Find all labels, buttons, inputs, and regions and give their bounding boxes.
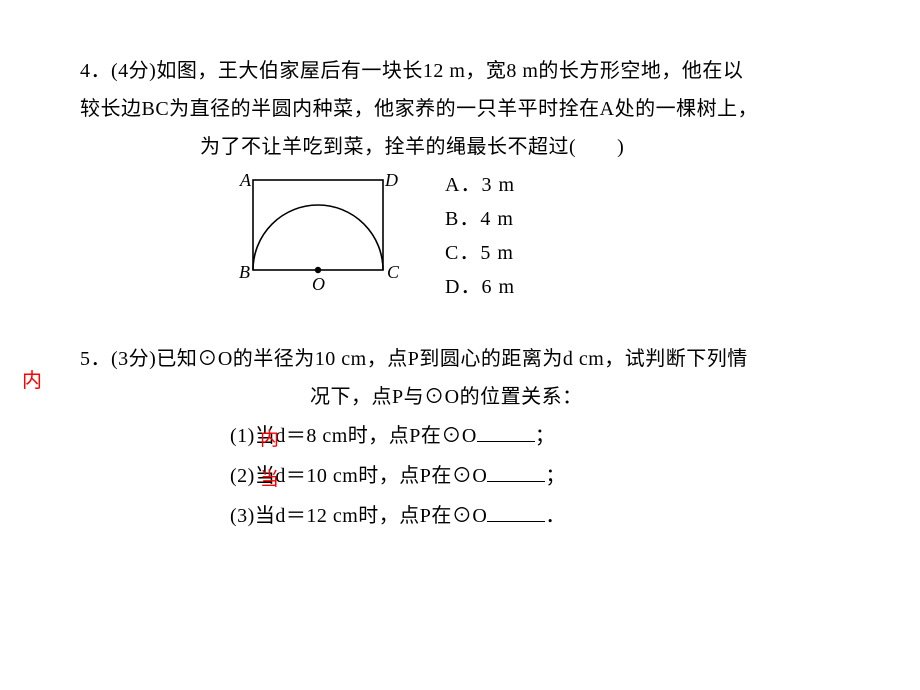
q5-sub3-tail: ． [545, 505, 566, 527]
q5-sub1-annotation: 内 [260, 420, 280, 460]
q5-line2-text: 况下，点P与⊙O的位置关系： [310, 386, 583, 408]
option-a[interactable]: A．3 m [445, 168, 840, 202]
blank-2[interactable] [487, 464, 545, 482]
option-d[interactable]: D．6 m [445, 270, 840, 304]
label-A: A [239, 172, 252, 190]
q5-sub2-annotation: 当 [260, 460, 280, 500]
q5-text-line2: 内 况下，点P与⊙O的位置关系： [80, 378, 840, 416]
q4-text-line3: 为了不让羊吃到菜，拴羊的绳最长不超过( ) [80, 128, 840, 166]
q5-sub3-text: (3)当d＝12 cm时，点P在⊙O [230, 505, 487, 527]
blank-1[interactable] [477, 424, 535, 442]
q5-annotation-top: 内 [22, 362, 43, 400]
option-c[interactable]: C．5 m [445, 236, 840, 270]
label-C: C [387, 262, 400, 282]
q5-sub2: 当 (2)当d＝10 cm时，点P在⊙O； [80, 456, 840, 496]
question-5: 5．(3分)已知⊙O的半径为10 cm，点P到圆心的距离为d cm，试判断下列情… [80, 340, 840, 536]
q5-text-line1: 5．(3分)已知⊙O的半径为10 cm，点P到圆心的距离为d cm，试判断下列情 [80, 340, 840, 378]
q4-diagram: A D B C O [235, 172, 405, 292]
q4-text-line1: 4．(4分)如图，王大伯家屋后有一块长12 m，宽8 m的长方形空地，他在以 [80, 52, 840, 90]
label-O: O [312, 274, 325, 292]
q5-sub2-tail: ； [545, 465, 566, 487]
question-4: 4．(4分)如图，王大伯家屋后有一块长12 m，宽8 m的长方形空地，他在以 较… [80, 52, 840, 304]
q5-sub3: (3)当d＝12 cm时，点P在⊙O ． [80, 496, 840, 536]
q4-text-line2: 较长边BC为直径的半圆内种菜，他家养的一只羊平时拴在A处的一棵树上， [80, 90, 840, 128]
q5-sub1-tail: ； [535, 425, 556, 447]
q5-sub1: 内 (1)当d＝8 cm时，点P在⊙O； [80, 416, 840, 456]
label-B: B [239, 262, 250, 282]
label-D: D [384, 172, 398, 190]
blank-3[interactable] [487, 504, 545, 522]
option-b[interactable]: B．4 m [445, 202, 840, 236]
q4-body: A D B C O A．3 m B．4 m C．5 m D．6 m [80, 168, 840, 304]
